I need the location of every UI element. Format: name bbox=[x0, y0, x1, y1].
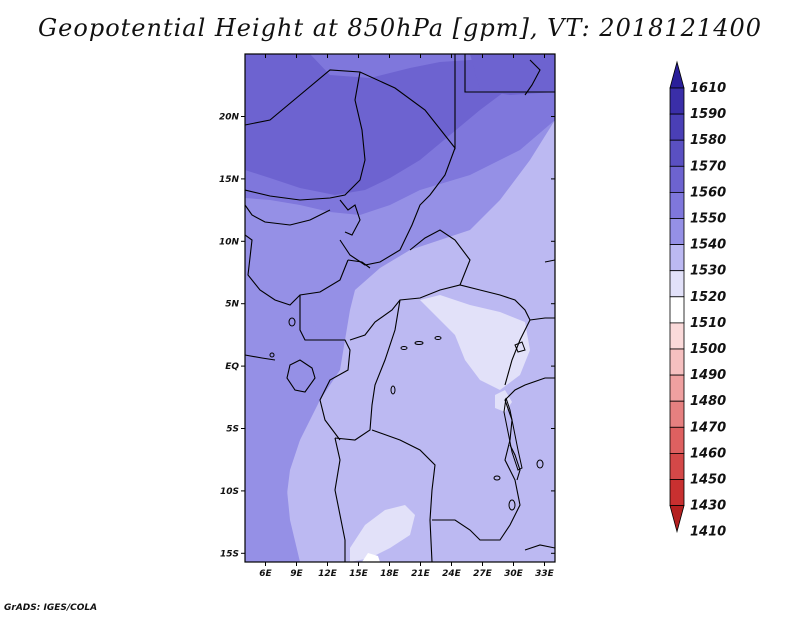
contour-fill-1510 bbox=[362, 553, 380, 562]
colorbar-label: 1490 bbox=[690, 368, 726, 383]
colorbar-label: 1610 bbox=[690, 81, 726, 96]
colorbar-segment bbox=[669, 296, 685, 324]
map-frame bbox=[244, 53, 556, 563]
colorbar-label: 1570 bbox=[690, 159, 726, 174]
lon-label: 18E bbox=[380, 569, 400, 579]
colorbar-bottom-arrow bbox=[669, 505, 685, 534]
colorbar-label: 1580 bbox=[690, 133, 726, 148]
contour-fill-1520a bbox=[420, 295, 530, 390]
colorbar-segment bbox=[669, 165, 685, 193]
lat-label: 10N bbox=[219, 237, 240, 247]
colorbar-segment bbox=[669, 348, 685, 376]
colorbar-label: 1560 bbox=[690, 185, 726, 200]
colorbar-label: 1510 bbox=[690, 316, 726, 331]
lat-label: 5N bbox=[225, 300, 239, 310]
contour-fill-1560b bbox=[470, 54, 555, 95]
footer-credit: GrADS: IGES/COLA bbox=[4, 603, 98, 613]
contour-fill-1530 bbox=[285, 120, 555, 562]
lat-label: 15S bbox=[220, 549, 239, 559]
lon-label: 15E bbox=[349, 569, 369, 579]
lat-label: EQ bbox=[225, 362, 239, 372]
colorbar-segment bbox=[669, 113, 685, 141]
colorbar-label: 1540 bbox=[690, 238, 726, 253]
colorbar-label: 1410 bbox=[690, 525, 726, 540]
map-title: Geopotential Height at 850hPa [gpm], VT:… bbox=[38, 14, 762, 42]
colorbar-label: 1460 bbox=[690, 446, 726, 461]
colorbar-segment bbox=[669, 452, 685, 480]
longitude-labels: 6E 9E 12E 15E 18E 21E 24E 27E 30E 33E bbox=[259, 569, 554, 579]
colorbar-label: 1480 bbox=[690, 394, 726, 409]
lat-label: 10S bbox=[220, 487, 239, 497]
colorbar-label: 1430 bbox=[690, 499, 726, 514]
latitude-labels: 20N 15N 10N 5N EQ 5S 10S 15S bbox=[219, 113, 240, 560]
colorbar-label: 1470 bbox=[690, 420, 726, 435]
contour-fill-1560 bbox=[245, 54, 555, 195]
lon-label: 6E bbox=[259, 569, 272, 579]
colorbar-segment bbox=[669, 191, 685, 219]
lon-label: 33E bbox=[535, 569, 555, 579]
country-borders bbox=[245, 54, 555, 562]
lon-label: 9E bbox=[290, 569, 303, 579]
colorbar-segment bbox=[669, 322, 685, 350]
lon-label: 24E bbox=[442, 569, 462, 579]
colorbar-label: 1520 bbox=[690, 290, 726, 305]
colorbar-segment bbox=[669, 87, 685, 115]
colorbar: 1610 1590 1580 1570 1560 1550 1540 1530 1520 1510… bbox=[669, 60, 726, 540]
lon-label: 21E bbox=[411, 569, 431, 579]
colorbar-segment bbox=[669, 400, 685, 428]
colorbar-label: 1590 bbox=[690, 107, 726, 122]
colorbar-label: 1450 bbox=[690, 473, 726, 488]
colorbar-label: 1550 bbox=[690, 212, 726, 227]
lon-label: 27E bbox=[473, 569, 493, 579]
lat-label: 5S bbox=[226, 425, 239, 435]
colorbar-segment bbox=[669, 479, 685, 507]
colorbar-label: 1530 bbox=[690, 264, 726, 279]
colorbar-segment bbox=[669, 374, 685, 402]
contour-field bbox=[245, 54, 555, 562]
axis-ticks bbox=[241, 54, 555, 566]
lake-outlines bbox=[269, 317, 544, 511]
lon-label: 12E bbox=[318, 569, 338, 579]
lat-label: 20N bbox=[219, 113, 240, 123]
colorbar-segment bbox=[669, 244, 685, 272]
colorbar-top-arrow bbox=[669, 60, 685, 89]
lon-label: 30E bbox=[504, 569, 524, 579]
colorbar-segment bbox=[669, 139, 685, 167]
contour-fill-1520c bbox=[350, 505, 415, 562]
colorbar-segment bbox=[669, 426, 685, 454]
lat-label: 15N bbox=[219, 175, 240, 185]
colorbar-segment bbox=[669, 218, 685, 246]
colorbar-segment bbox=[669, 270, 685, 298]
colorbar-label: 1500 bbox=[690, 342, 726, 357]
